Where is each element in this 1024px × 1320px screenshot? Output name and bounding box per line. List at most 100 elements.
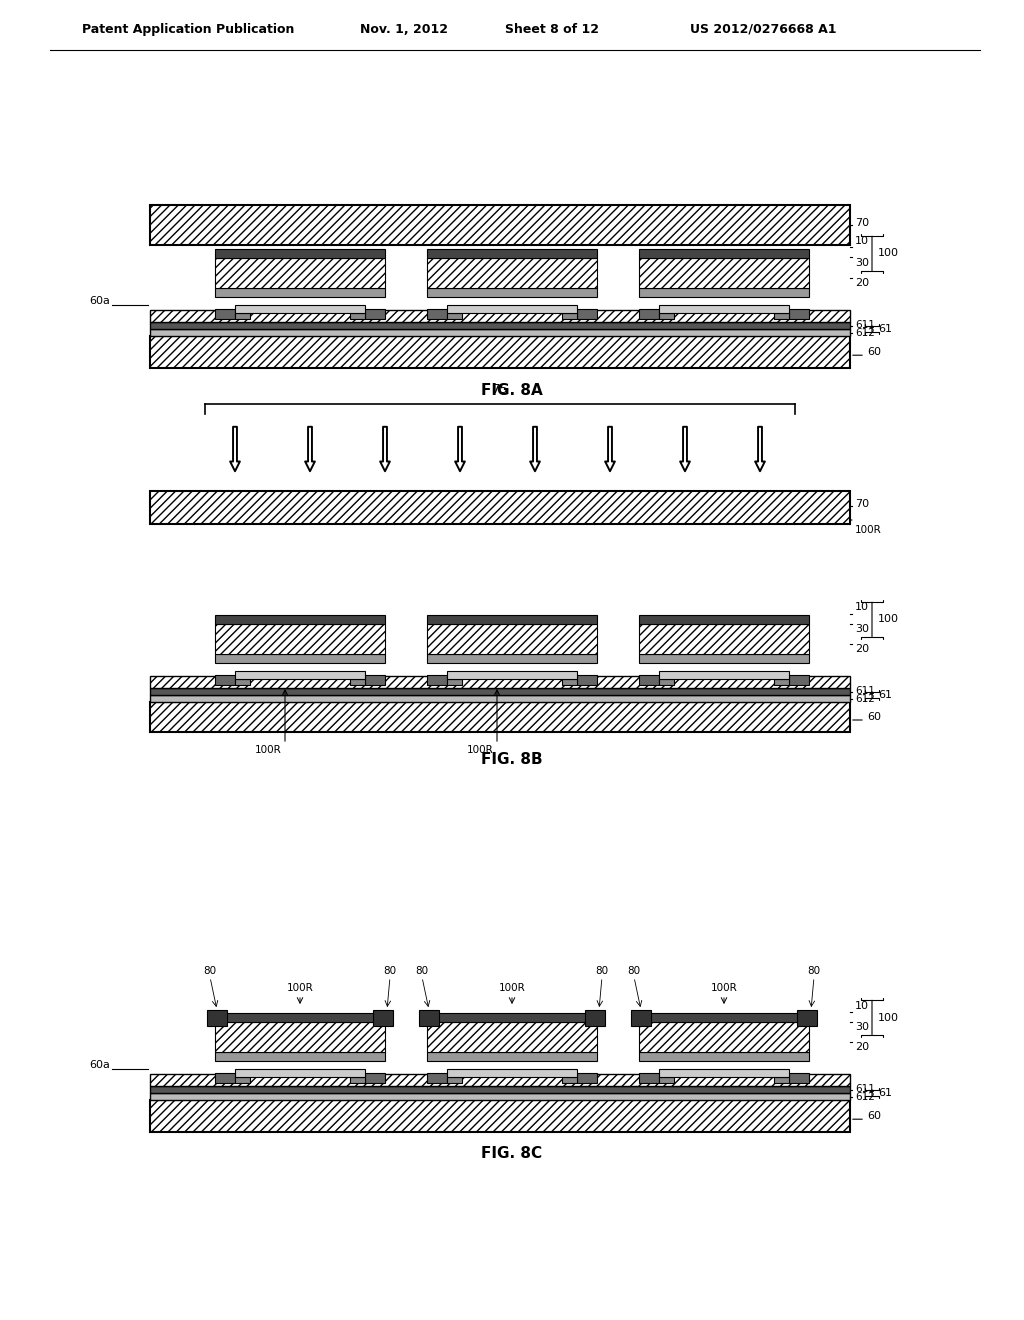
Bar: [150, 1086, 850, 1093]
Bar: [150, 1100, 850, 1133]
Bar: [150, 337, 850, 368]
Bar: [639, 249, 809, 257]
Text: 611: 611: [855, 686, 874, 697]
Bar: [639, 309, 659, 319]
Bar: [419, 1010, 439, 1026]
Bar: [659, 313, 674, 319]
Bar: [659, 1069, 790, 1077]
Bar: [427, 615, 597, 624]
Bar: [562, 1077, 577, 1082]
Text: 70: 70: [855, 499, 869, 510]
Text: 80: 80: [416, 966, 429, 975]
Bar: [639, 653, 809, 663]
Bar: [774, 678, 790, 685]
Bar: [365, 309, 385, 319]
Bar: [639, 1073, 659, 1082]
Bar: [639, 675, 659, 685]
Bar: [427, 1012, 597, 1022]
Text: 100R: 100R: [287, 983, 313, 993]
Bar: [234, 1077, 250, 1082]
Text: 20: 20: [855, 279, 869, 289]
Bar: [790, 309, 809, 319]
Bar: [447, 313, 462, 319]
Bar: [150, 1093, 850, 1100]
Bar: [427, 653, 597, 663]
Text: 20: 20: [855, 644, 869, 655]
Text: 75: 75: [492, 384, 509, 396]
Bar: [150, 702, 850, 733]
Bar: [215, 1022, 385, 1052]
Bar: [427, 1022, 597, 1052]
Bar: [350, 678, 365, 685]
Bar: [639, 1012, 809, 1022]
Bar: [577, 675, 597, 685]
Bar: [577, 309, 597, 319]
Bar: [562, 313, 577, 319]
Bar: [215, 615, 385, 624]
Bar: [447, 1069, 577, 1077]
Bar: [215, 288, 385, 297]
Text: US 2012/0276668 A1: US 2012/0276668 A1: [690, 22, 837, 36]
Text: 611: 611: [855, 1085, 874, 1094]
Text: 60a: 60a: [89, 1060, 110, 1071]
Text: 60a: 60a: [89, 296, 110, 306]
Text: Sheet 8 of 12: Sheet 8 of 12: [505, 22, 599, 36]
Text: 10: 10: [855, 602, 869, 612]
Bar: [215, 1012, 385, 1022]
Bar: [215, 249, 385, 257]
Text: 612: 612: [855, 327, 874, 338]
Bar: [234, 305, 365, 313]
Text: 80: 80: [628, 966, 641, 975]
Bar: [215, 653, 385, 663]
Text: FIG. 8A: FIG. 8A: [481, 383, 543, 397]
Text: 61: 61: [878, 690, 892, 700]
Text: 10: 10: [855, 1001, 869, 1011]
Bar: [427, 257, 597, 288]
Text: 10: 10: [855, 236, 869, 247]
Text: 612: 612: [855, 693, 874, 704]
Bar: [774, 1077, 790, 1082]
Bar: [427, 309, 447, 319]
Bar: [150, 310, 850, 322]
Bar: [427, 288, 597, 297]
Bar: [639, 1022, 809, 1052]
Bar: [659, 305, 790, 313]
Bar: [365, 1073, 385, 1082]
Text: 100: 100: [878, 615, 899, 624]
Text: 20: 20: [855, 1043, 869, 1052]
Bar: [427, 675, 447, 685]
Text: 30: 30: [855, 624, 869, 635]
Text: Patent Application Publication: Patent Application Publication: [82, 22, 294, 36]
Bar: [150, 696, 850, 702]
Bar: [447, 671, 577, 678]
Text: 30: 30: [855, 1023, 869, 1032]
Bar: [207, 1010, 227, 1026]
Bar: [659, 671, 790, 678]
Text: 60: 60: [867, 1111, 881, 1121]
Text: 70: 70: [855, 218, 869, 228]
Text: 100R: 100R: [499, 983, 525, 993]
Text: 80: 80: [595, 966, 608, 975]
Text: FIG. 8B: FIG. 8B: [481, 752, 543, 767]
Bar: [215, 624, 385, 653]
Bar: [659, 1077, 674, 1082]
Bar: [150, 688, 850, 696]
Bar: [577, 1073, 597, 1082]
Bar: [215, 1073, 234, 1082]
Bar: [150, 322, 850, 329]
Bar: [790, 675, 809, 685]
Text: 30: 30: [855, 259, 869, 268]
Bar: [215, 309, 234, 319]
Text: 100R: 100R: [255, 744, 282, 755]
Text: FIG. 8C: FIG. 8C: [481, 1147, 543, 1162]
Bar: [774, 313, 790, 319]
Bar: [447, 678, 462, 685]
Text: 60: 60: [867, 347, 881, 356]
Bar: [150, 205, 850, 246]
Text: 100R: 100R: [855, 525, 882, 535]
Bar: [659, 678, 674, 685]
Text: 611: 611: [855, 321, 874, 330]
Bar: [562, 678, 577, 685]
Bar: [150, 329, 850, 337]
Bar: [585, 1010, 605, 1026]
